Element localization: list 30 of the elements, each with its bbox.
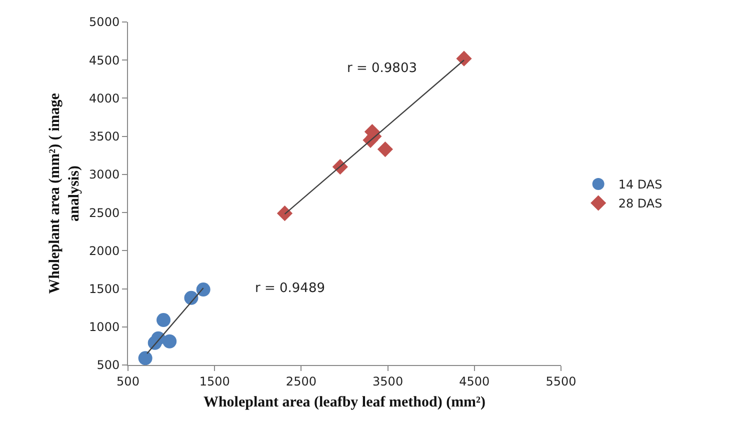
y-tick-label: 4000 xyxy=(89,91,120,106)
point xyxy=(162,334,177,348)
y-tick-label: 1500 xyxy=(89,282,120,296)
x-tick-label: 5500 xyxy=(546,374,576,388)
y-tick-label: 2000 xyxy=(89,244,120,258)
y-tick-label: 2500 xyxy=(89,206,120,220)
annotation: r = 0.9803 xyxy=(347,61,417,76)
point xyxy=(156,313,171,328)
x-tick-label: 500 xyxy=(116,374,140,388)
y-tick-label: 3000 xyxy=(89,168,120,182)
x-axis-title: Wholeplant area (leafby leaf method) (mm²) xyxy=(203,394,486,410)
y-tick-label: 4500 xyxy=(89,53,120,68)
y-axis-title: Wholeplant area (mm²) ( image analysis) xyxy=(46,92,82,294)
point xyxy=(138,351,152,365)
y-tick-label: 500 xyxy=(96,358,120,372)
point xyxy=(456,50,472,66)
point xyxy=(184,290,198,305)
point xyxy=(196,282,210,297)
legend-label: 28 DAS xyxy=(618,196,662,211)
annotation: r = 0.9489 xyxy=(255,281,325,296)
x-tick-label: 1500 xyxy=(199,374,230,388)
y-tick-label: 3500 xyxy=(89,130,120,144)
y-tick-label: 5000 xyxy=(89,15,120,30)
y-tick-label: 1000 xyxy=(89,320,120,334)
x-tick-label: 4500 xyxy=(459,374,490,388)
point xyxy=(377,141,393,158)
point xyxy=(276,206,293,222)
x-tick-label: 3500 xyxy=(372,374,404,388)
x-tick-label: 2500 xyxy=(286,374,316,388)
legend-label: 14 DAS xyxy=(618,178,662,192)
